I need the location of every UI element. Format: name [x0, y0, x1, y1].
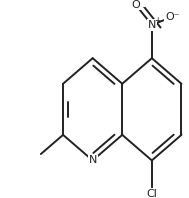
Text: O: O	[131, 0, 140, 10]
Text: Cl: Cl	[146, 189, 157, 198]
Text: N: N	[88, 155, 97, 166]
Text: O⁻: O⁻	[165, 12, 180, 22]
Text: N: N	[148, 20, 156, 30]
Text: +: +	[154, 16, 161, 25]
